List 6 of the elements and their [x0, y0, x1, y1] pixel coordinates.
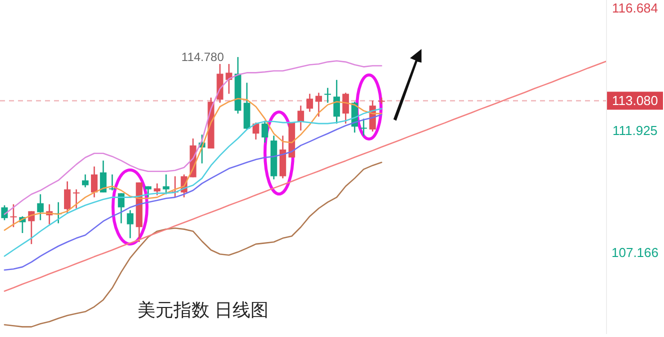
annotation: 114.780: [181, 50, 224, 64]
tick-label: 111.925: [612, 122, 658, 138]
ref-label: 113.080: [612, 93, 658, 108]
tick-label: 116.684: [612, 0, 658, 16]
tick-label: 107.166: [612, 245, 658, 260]
title: 美元指数 日线图: [138, 300, 268, 320]
